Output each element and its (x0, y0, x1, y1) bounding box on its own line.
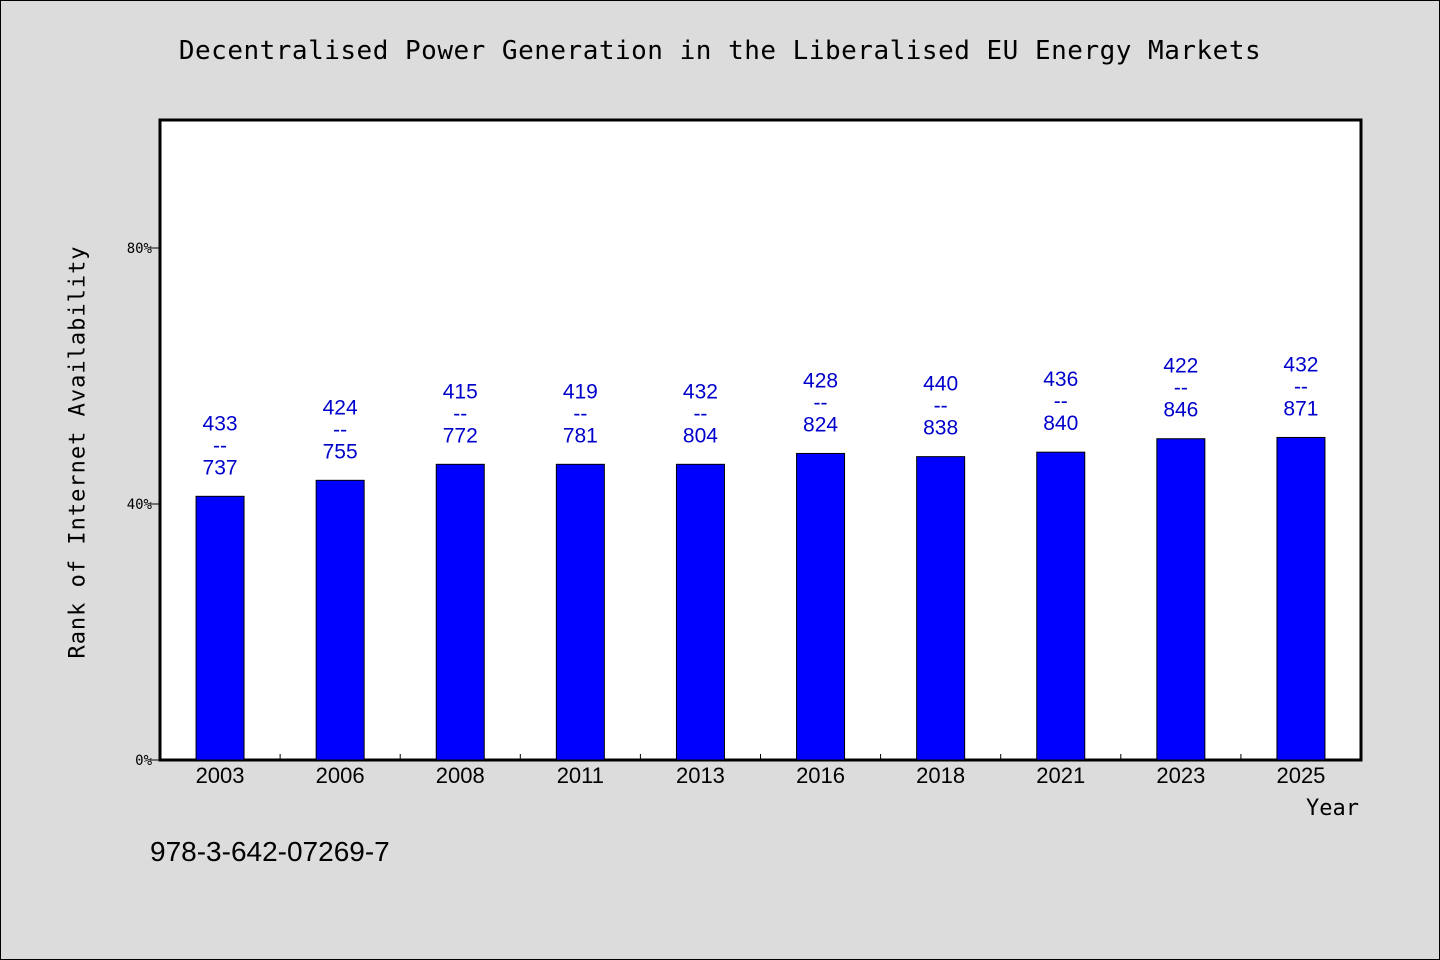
bar-top-label: 415 (443, 380, 478, 403)
bar-label-separator: -- (1174, 377, 1188, 400)
bar (1036, 451, 1086, 761)
x-tick-label: 2025 (1276, 763, 1325, 788)
y-tick-label: 40% (127, 497, 153, 513)
bar-bottom-label: 755 (323, 440, 358, 463)
bar-top-label: 424 (323, 396, 358, 419)
bar-top-label: 436 (1043, 368, 1078, 391)
bar-top-label: 433 (203, 412, 238, 435)
bar-top-label: 419 (563, 380, 598, 403)
bar-top-label: 432 (683, 380, 718, 403)
bar-label-separator: -- (1054, 390, 1068, 413)
bar-bottom-label: 772 (443, 424, 478, 447)
x-tick-label: 2013 (676, 763, 725, 788)
chart-title: Decentralised Power Generation in the Li… (178, 36, 1262, 66)
isbn-text: 978-3-642-07269-7 (150, 836, 390, 867)
bar-label-separator: -- (934, 395, 948, 418)
bar-label-separator: -- (693, 402, 707, 425)
bar-bottom-label: 838 (923, 417, 958, 440)
bar (435, 463, 485, 761)
bar-label-separator: -- (213, 434, 227, 457)
bar-top-label: 428 (803, 369, 838, 392)
bar-top-label: 422 (1163, 355, 1198, 378)
bar-bottom-label: 846 (1163, 399, 1198, 422)
bar-bottom-label: 737 (203, 456, 238, 479)
bar-label-separator: -- (814, 391, 828, 414)
bar-bottom-label: 804 (683, 424, 718, 447)
bar-bottom-label: 824 (803, 413, 838, 436)
x-tick-label: 2018 (916, 763, 965, 788)
y-tick-label: 0% (135, 753, 152, 769)
x-tick-label: 2008 (436, 763, 485, 788)
bar (675, 463, 725, 761)
bar-bottom-label: 871 (1283, 397, 1318, 420)
x-tick-label: 2023 (1156, 763, 1205, 788)
bar (916, 456, 966, 761)
bar-label-separator: -- (573, 402, 587, 425)
bar-label-separator: -- (453, 402, 467, 425)
bar (555, 463, 605, 761)
y-tick-label: 80% (127, 241, 153, 257)
bar-top-label: 440 (923, 373, 958, 396)
bar-label-separator: -- (333, 418, 347, 441)
bar (1276, 436, 1326, 761)
bar (315, 479, 365, 761)
x-tick-label: 2021 (1036, 763, 1085, 788)
bar-bottom-label: 781 (563, 424, 598, 447)
bar (796, 452, 846, 761)
bar-top-label: 432 (1283, 353, 1318, 376)
x-tick-label: 2003 (196, 763, 245, 788)
x-tick-label: 2006 (316, 763, 365, 788)
bar (195, 495, 245, 761)
x-tick-label: 2011 (557, 763, 604, 788)
bar (1156, 438, 1206, 761)
bar-bottom-label: 840 (1043, 412, 1078, 435)
x-axis-label: Year (1306, 796, 1359, 821)
x-tick-label: 2016 (796, 763, 845, 788)
bar-label-separator: -- (1294, 375, 1308, 398)
